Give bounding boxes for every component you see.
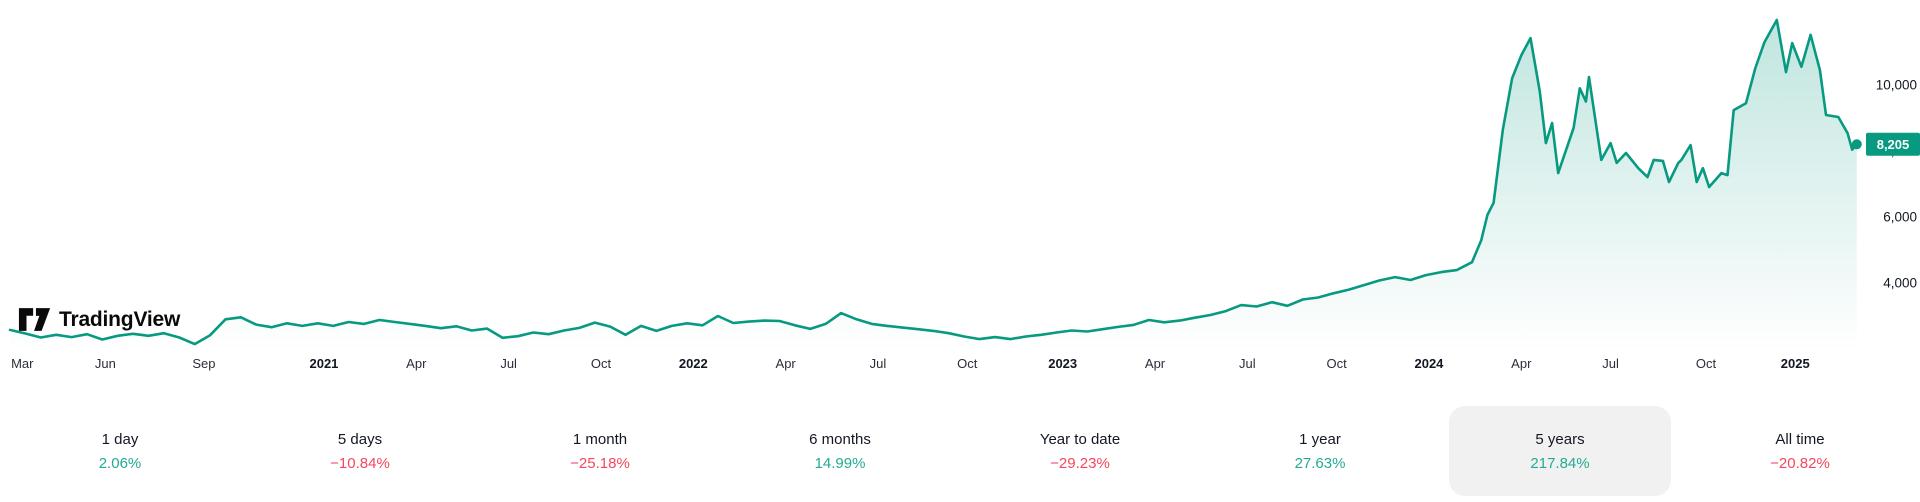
x-axis-month-label: Jul [1602,356,1619,371]
period-button-1-year[interactable]: 1 year 27.63% [1209,406,1431,496]
x-axis-month-label: Oct [1695,356,1717,371]
x-axis-month-label: Apr [1511,356,1532,371]
period-button-5-years[interactable]: 5 years 217.84% [1449,406,1671,496]
period-button-1-day[interactable]: 1 day 2.06% [9,406,231,496]
area-fill [10,20,1857,352]
period-label: Year to date [1039,430,1121,448]
period-change-value: −29.23% [1050,454,1110,472]
x-axis-year-label: 2021 [309,356,339,371]
y-axis-label: 4,000 [1883,276,1917,291]
x-axis-month-label: Sep [192,356,216,371]
tradingview-logo-text: TradingView [59,307,181,331]
price-badge-value: 8,205 [1877,137,1910,152]
period-change-value: −10.84% [330,454,390,472]
period-change-value: −20.82% [1770,454,1830,472]
price-line [8,18,1859,346]
x-axis-month-label: Apr [406,356,427,371]
period-label: All time [1775,430,1825,448]
last-price-dot [1851,139,1862,150]
x-axis-month-label: Oct [1326,356,1347,371]
x-axis-year-label: 2024 [1414,356,1444,371]
x-axis-month-label: Apr [1144,356,1166,371]
tradingview-logo-icon [18,306,52,333]
period-button-6-months[interactable]: 6 months 14.99% [729,406,951,496]
period-change-value: 27.63% [1294,454,1346,472]
period-button-1-month[interactable]: 1 month −25.18% [489,406,711,496]
period-label: 1 day [101,430,139,448]
period-label: 6 months [809,430,871,448]
period-button-all-time[interactable]: All time −20.82% [1689,406,1911,496]
period-label: 5 years [1535,430,1585,448]
x-axis-month-label: Jun [94,356,116,371]
x-axis-month-label: Oct [590,356,612,371]
period-change-value: 14.99% [814,454,866,472]
x-axis-month-label: Apr [775,356,796,371]
x-axis-year-label: 2025 [1780,356,1810,371]
price-badge: 8,205 [1866,132,1920,156]
x-axis-year-label: 2022 [678,356,708,371]
x-axis-month-label: Jul [1239,356,1256,371]
x-axis-month-label: Mar [11,356,34,371]
period-change-value: 217.84% [1530,454,1590,472]
y-axis-label: 10,000 [1876,78,1917,93]
y-axis-label: 6,000 [1883,210,1917,225]
period-change-value: −25.18% [570,454,630,472]
tradingview-logo[interactable]: TradingView [18,306,180,333]
period-selector: 1 day 2.06% 5 days −10.84% 1 month −25.18% 6 m… [0,406,1920,496]
period-label: 1 month [572,430,628,448]
period-button-5-days[interactable]: 5 days −10.84% [249,406,471,496]
x-axis-month-label: Oct [957,356,978,371]
period-change-value: 2.06% [98,454,142,472]
x-axis-month-label: Jul [869,356,887,371]
period-label: 5 days [337,430,383,448]
period-label: 1 year [1299,430,1341,448]
period-button-year-to-date[interactable]: Year to date −29.23% [969,406,1191,496]
x-axis-year-label: 2023 [1048,356,1078,371]
x-axis-month-label: Jul [500,356,517,371]
